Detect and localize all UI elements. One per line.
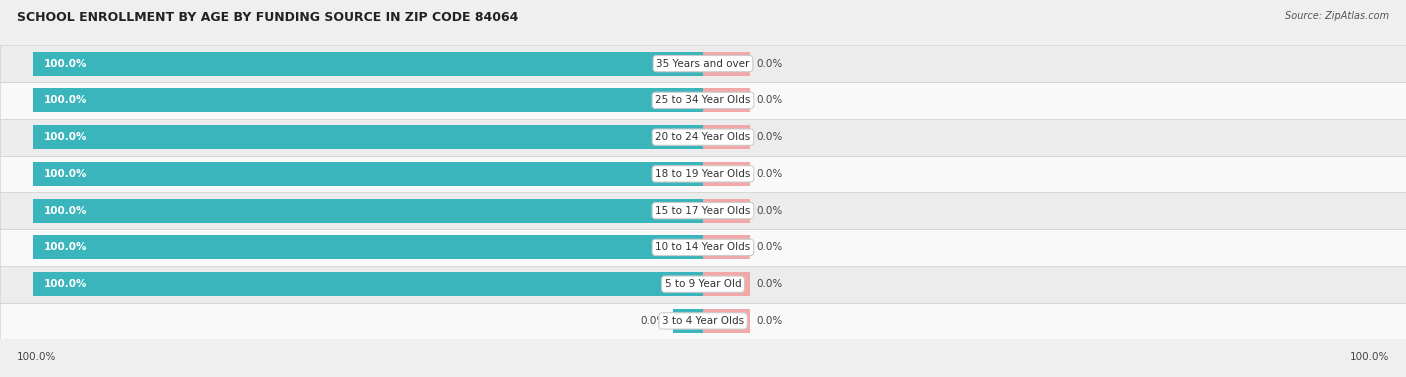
Text: 10 to 14 Year Olds: 10 to 14 Year Olds [655, 242, 751, 253]
Bar [0, 192, 1406, 229]
Bar [34, 89, 703, 112]
Text: 100.0%: 100.0% [44, 205, 87, 216]
Text: 100.0%: 100.0% [44, 58, 87, 69]
Bar [34, 162, 703, 186]
Bar [703, 199, 749, 222]
Bar [703, 125, 749, 149]
Bar [703, 236, 749, 259]
Bar [703, 89, 749, 112]
Text: 100.0%: 100.0% [17, 352, 56, 362]
Bar [0, 119, 1406, 156]
Text: SCHOOL ENROLLMENT BY AGE BY FUNDING SOURCE IN ZIP CODE 84064: SCHOOL ENROLLMENT BY AGE BY FUNDING SOUR… [17, 11, 519, 24]
Text: 3 to 4 Year Olds: 3 to 4 Year Olds [662, 316, 744, 326]
Bar [34, 272, 703, 296]
Bar [0, 266, 1406, 302]
Text: 20 to 24 Year Olds: 20 to 24 Year Olds [655, 132, 751, 142]
Text: 5 to 9 Year Old: 5 to 9 Year Old [665, 279, 741, 289]
Text: 25 to 34 Year Olds: 25 to 34 Year Olds [655, 95, 751, 106]
Bar [673, 309, 703, 333]
Text: 100.0%: 100.0% [44, 132, 87, 142]
Text: 0.0%: 0.0% [756, 279, 783, 289]
Text: 15 to 17 Year Olds: 15 to 17 Year Olds [655, 205, 751, 216]
Text: Source: ZipAtlas.com: Source: ZipAtlas.com [1285, 11, 1389, 21]
Text: 0.0%: 0.0% [756, 316, 783, 326]
Bar [34, 125, 703, 149]
Bar [34, 236, 703, 259]
Bar [0, 45, 1406, 82]
Bar [0, 156, 1406, 192]
Text: 100.0%: 100.0% [44, 279, 87, 289]
Bar [0, 82, 1406, 119]
Text: 35 Years and over: 35 Years and over [657, 58, 749, 69]
Text: 0.0%: 0.0% [756, 58, 783, 69]
Bar [703, 52, 749, 75]
Bar [703, 272, 749, 296]
Bar [703, 162, 749, 186]
Bar [0, 229, 1406, 266]
Text: 0.0%: 0.0% [756, 132, 783, 142]
Text: 18 to 19 Year Olds: 18 to 19 Year Olds [655, 169, 751, 179]
Bar [34, 52, 703, 75]
Text: 0.0%: 0.0% [756, 242, 783, 253]
Text: 0.0%: 0.0% [640, 316, 666, 326]
Text: 0.0%: 0.0% [756, 169, 783, 179]
Text: 0.0%: 0.0% [756, 95, 783, 106]
Bar [34, 199, 703, 222]
Text: 100.0%: 100.0% [44, 169, 87, 179]
Text: 100.0%: 100.0% [44, 95, 87, 106]
Text: 100.0%: 100.0% [1350, 352, 1389, 362]
Text: 100.0%: 100.0% [44, 242, 87, 253]
Text: 0.0%: 0.0% [756, 205, 783, 216]
Bar [0, 303, 1406, 339]
Bar [703, 309, 749, 333]
